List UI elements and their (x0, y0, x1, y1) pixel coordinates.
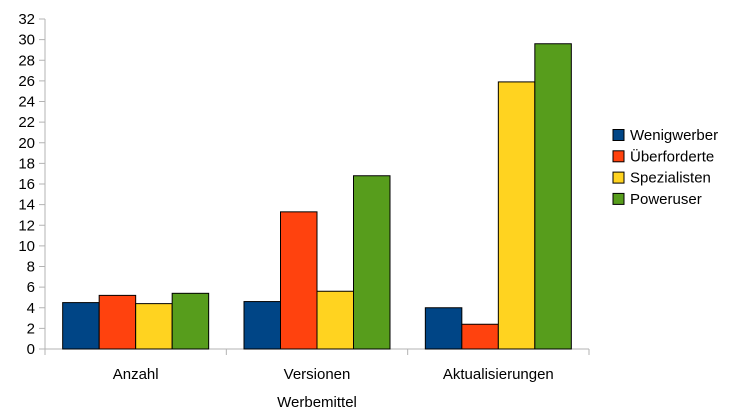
legend-swatch (612, 129, 625, 141)
bar (62, 302, 100, 350)
x-tick-label: Aktualisierungen (443, 366, 554, 383)
legend-label: Wenigwerber (630, 127, 718, 144)
x-axis-title: Werbemittel (277, 394, 357, 410)
y-tick-label: 24 (18, 94, 35, 111)
bar (534, 43, 572, 350)
y-tick-label: 8 (27, 259, 35, 276)
y-tick-label: 6 (27, 279, 35, 296)
bar (424, 307, 463, 350)
x-tick-label: Anzahl (113, 366, 159, 383)
bar (243, 301, 281, 350)
y-tick-label: 2 (27, 320, 35, 337)
y-tick-label: 0 (27, 341, 35, 358)
y-tick-label: 10 (18, 238, 35, 255)
y-tick-label: 28 (18, 52, 35, 69)
y-tick-label: 20 (18, 135, 35, 152)
bar (98, 294, 137, 350)
legend-label: Überforderte (630, 147, 714, 165)
bar (353, 175, 391, 350)
bar (461, 323, 499, 350)
bar (135, 303, 173, 350)
y-tick-label: 30 (18, 32, 35, 49)
y-tick-label: 26 (18, 73, 35, 90)
legend-swatch (612, 192, 625, 205)
y-tick-label: 32 (18, 11, 35, 28)
y-tick-label: 18 (18, 155, 35, 172)
y-tick-label: 14 (18, 197, 35, 214)
bar (280, 211, 318, 350)
x-axis (39, 348, 590, 355)
y-tick-label: 22 (18, 114, 35, 131)
x-tick-labels: Anzahl Versionen Aktualisierungen (113, 366, 554, 383)
y-tick-label: 4 (27, 300, 35, 317)
x-tick-label: Versionen (284, 366, 351, 383)
legend-swatch (612, 171, 625, 184)
y-tick-label: 16 (18, 176, 35, 193)
bar (497, 81, 536, 350)
legend: Wenigwerber Überforderte Spezialisten Power… (612, 127, 718, 208)
legend-swatch (612, 150, 625, 163)
bar (316, 290, 354, 350)
bars (62, 43, 572, 350)
bar (171, 292, 210, 350)
legend-label: Poweruser (630, 191, 702, 208)
y-tick-label: 12 (18, 217, 35, 234)
legend-label: Spezialisten (630, 170, 711, 187)
